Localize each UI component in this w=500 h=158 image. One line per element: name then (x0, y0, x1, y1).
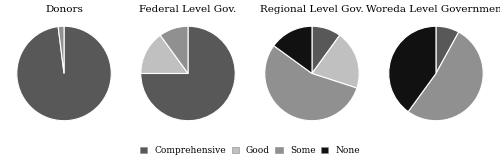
Wedge shape (274, 26, 312, 73)
Wedge shape (141, 26, 235, 121)
Wedge shape (408, 32, 483, 121)
Title: Federal Level Gov.: Federal Level Gov. (140, 5, 236, 14)
Wedge shape (312, 35, 359, 88)
Wedge shape (436, 26, 458, 73)
Wedge shape (388, 26, 436, 112)
Legend: Comprehensive, Good, Some, None: Comprehensive, Good, Some, None (138, 144, 362, 157)
Title: Regional Level Gov.: Regional Level Gov. (260, 5, 364, 14)
Wedge shape (265, 46, 357, 121)
Title: Donors: Donors (45, 5, 83, 14)
Wedge shape (141, 35, 188, 73)
Wedge shape (17, 26, 112, 121)
Wedge shape (58, 26, 64, 73)
Wedge shape (160, 26, 188, 73)
Wedge shape (312, 26, 340, 73)
Title: Woreda Level Government: Woreda Level Government (366, 5, 500, 14)
